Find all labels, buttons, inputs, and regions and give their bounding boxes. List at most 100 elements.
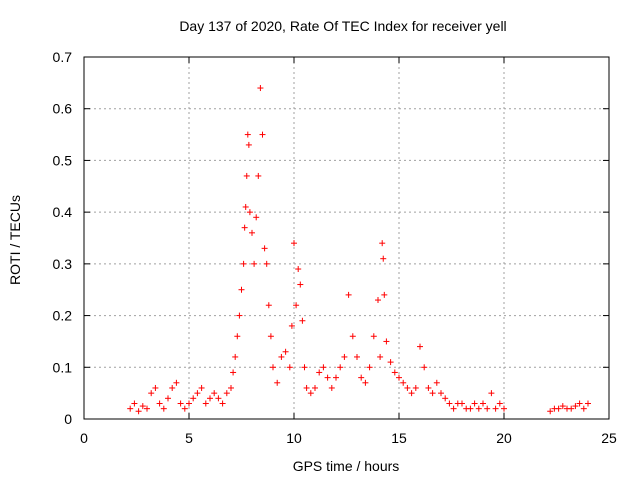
- data-point: [484, 405, 491, 412]
- y-tick-label: 0.4: [53, 204, 73, 220]
- data-point: [377, 353, 384, 360]
- data-point: [492, 405, 499, 412]
- data-point: [194, 390, 201, 397]
- data-point: [223, 390, 230, 397]
- data-point: [207, 395, 213, 402]
- data-point: [219, 400, 226, 407]
- x-tick-label: 15: [391, 430, 407, 446]
- data-point: [408, 390, 415, 397]
- y-tick-label: 0.1: [53, 359, 73, 375]
- data-point: [265, 302, 272, 309]
- data-point: [211, 390, 218, 397]
- data-point: [243, 172, 250, 179]
- data-point: [286, 364, 293, 371]
- data-point: [177, 400, 184, 407]
- data-point: [236, 312, 243, 319]
- data-point: [442, 395, 449, 402]
- data-point: [459, 400, 465, 407]
- data-point: [303, 384, 310, 391]
- data-point: [370, 333, 377, 340]
- data-point: [253, 214, 260, 221]
- data-point: [127, 405, 134, 412]
- data-point: [488, 390, 495, 397]
- data-point: [160, 405, 167, 412]
- data-point: [480, 400, 486, 407]
- data-point: [354, 353, 360, 360]
- y-tick-label: 0.2: [53, 308, 73, 324]
- x-tick-label: 20: [496, 430, 512, 446]
- data-point: [186, 400, 192, 407]
- y-tick-label: 0.5: [53, 152, 73, 168]
- data-point: [131, 400, 138, 407]
- data-point: [404, 384, 411, 391]
- data-point: [251, 260, 258, 267]
- data-point: [381, 291, 388, 298]
- data-point: [467, 405, 474, 412]
- data-point: [576, 400, 583, 407]
- data-point: [215, 395, 222, 402]
- data-point: [261, 245, 268, 252]
- points-layer: [127, 85, 591, 415]
- data-point: [278, 353, 285, 360]
- x-tick-label: 10: [286, 430, 302, 446]
- data-point: [366, 364, 373, 371]
- data-point: [316, 369, 323, 376]
- data-point: [417, 343, 423, 350]
- data-point: [152, 384, 159, 391]
- data-point: [246, 209, 253, 216]
- data-point: [267, 333, 274, 340]
- data-point: [446, 400, 453, 407]
- data-point: [320, 364, 327, 371]
- data-point: [297, 281, 304, 288]
- data-point: [547, 408, 554, 415]
- data-point: [139, 403, 146, 410]
- data-point: [257, 85, 264, 92]
- data-point: [358, 374, 365, 381]
- data-point: [379, 240, 386, 247]
- data-point: [245, 141, 252, 148]
- grid-layer: [84, 57, 609, 419]
- data-point: [238, 286, 245, 293]
- data-point: [198, 384, 205, 391]
- data-point: [156, 400, 163, 407]
- plot-frame: [83, 56, 610, 420]
- data-point: [400, 379, 407, 386]
- y-tick-label: 0: [64, 411, 72, 427]
- data-point: [387, 359, 394, 366]
- data-point: [333, 374, 339, 381]
- data-point: [438, 390, 444, 397]
- data-point: [475, 405, 482, 412]
- data-point: [241, 224, 248, 231]
- y-tick-label: 0.7: [53, 49, 73, 65]
- data-point: [471, 400, 478, 407]
- data-point: [433, 379, 440, 386]
- data-point: [307, 390, 314, 397]
- data-point: [425, 384, 432, 391]
- data-point: [295, 266, 302, 273]
- data-point: [555, 405, 562, 412]
- data-point: [301, 364, 308, 371]
- data-point: [391, 369, 398, 376]
- data-point: [249, 229, 255, 236]
- data-point: [337, 364, 344, 371]
- y-tick-label: 0.3: [53, 256, 73, 272]
- data-point: [559, 403, 566, 410]
- data-point: [274, 379, 281, 386]
- x-axis-label: GPS time / hours: [293, 458, 400, 474]
- data-point: [181, 405, 188, 412]
- data-point: [173, 379, 180, 386]
- data-point: [412, 384, 419, 391]
- data-point: [345, 291, 352, 298]
- data-point: [144, 405, 150, 412]
- data-point: [240, 260, 247, 267]
- data-point: [572, 403, 579, 410]
- data-point: [230, 369, 237, 376]
- data-point: [421, 364, 428, 371]
- data-point: [341, 353, 348, 360]
- data-point: [585, 400, 591, 407]
- data-point: [288, 322, 295, 329]
- data-point: [568, 405, 575, 412]
- x-tick-label: 25: [601, 430, 617, 446]
